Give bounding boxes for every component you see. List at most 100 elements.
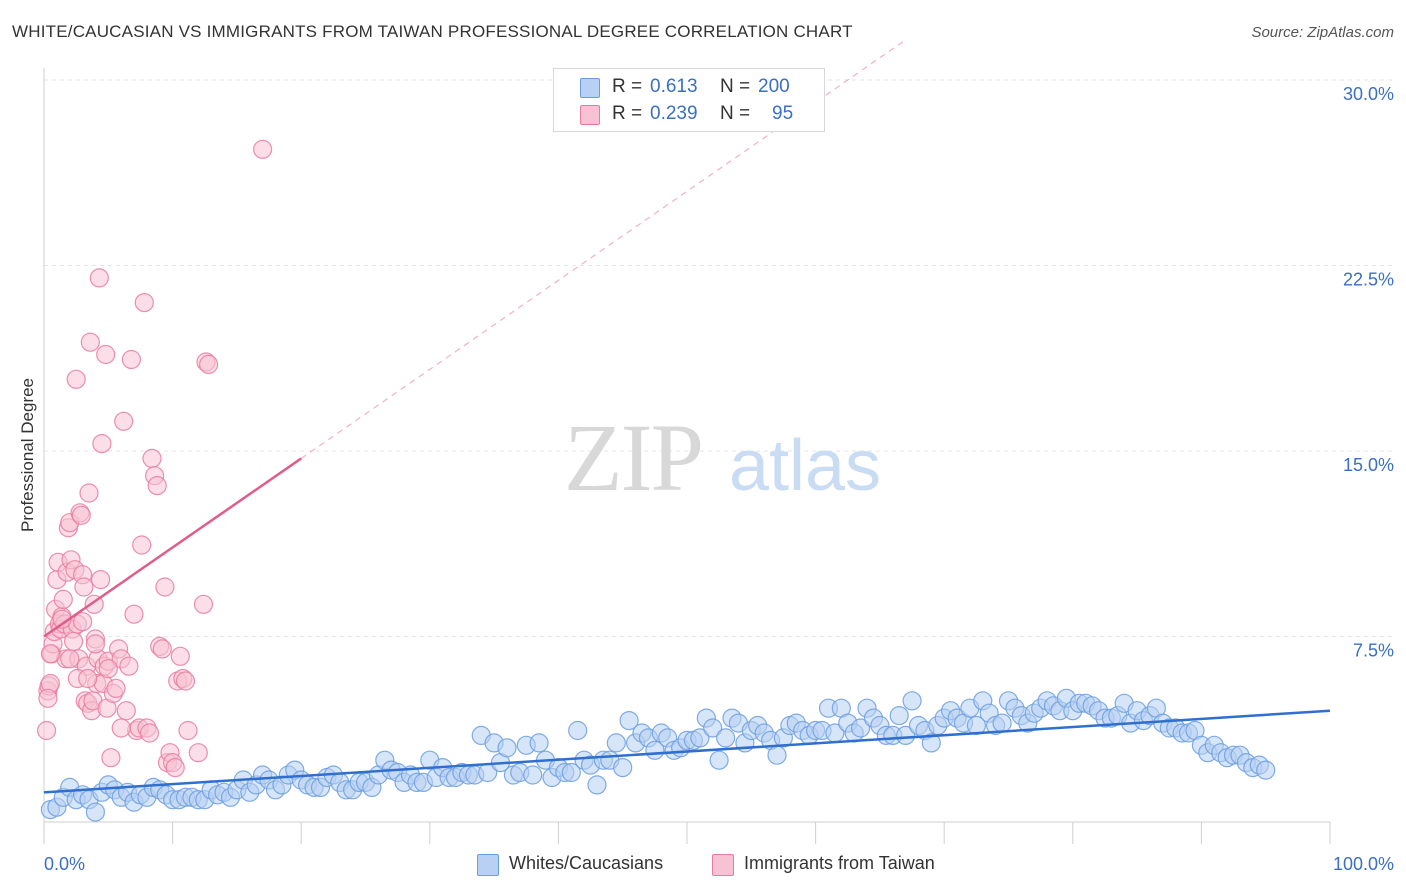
point-taiwan: [114, 411, 134, 431]
point-taiwan: [96, 344, 116, 365]
point-whites: [709, 750, 729, 770]
point-whites: [497, 738, 517, 758]
point-taiwan: [92, 434, 112, 454]
point-taiwan: [155, 577, 175, 597]
point-taiwan: [63, 631, 84, 652]
x-tick-label: 100.0%: [1333, 854, 1394, 874]
stats-n-label: N =: [720, 76, 751, 97]
y-tick-label: 15.0%: [1343, 455, 1394, 475]
point-taiwan: [38, 688, 58, 708]
point-whites: [690, 728, 710, 748]
point-taiwan: [165, 757, 185, 778]
point-whites: [992, 713, 1012, 733]
trendline-taiwan-extension: [300, 39, 906, 459]
point-whites: [850, 718, 871, 738]
watermark-atlas: atlas: [729, 426, 881, 506]
trendline-taiwan: [43, 457, 302, 638]
point-taiwan: [152, 639, 172, 659]
point-whites: [85, 802, 106, 822]
point-taiwan: [175, 671, 196, 691]
point-whites: [889, 705, 909, 726]
legend: Whites/Caucasians Immigrants from Taiwan: [0, 850, 1406, 878]
chart-title: WHITE/CAUCASIAN VS IMMIGRANTS FROM TAIWA…: [12, 22, 853, 41]
stats-swatch-whites: [580, 78, 600, 98]
point-taiwan: [139, 723, 160, 743]
trendline-whites: [43, 709, 1331, 794]
point-taiwan: [199, 354, 219, 374]
point-taiwan: [40, 644, 61, 664]
point-whites: [902, 691, 922, 711]
point-whites: [703, 718, 723, 738]
point-taiwan: [53, 589, 73, 610]
point-taiwan: [66, 369, 86, 389]
point-taiwan: [253, 139, 273, 159]
stats-swatch-taiwan: [580, 105, 600, 125]
stats-row-taiwan: R = 0.239 N = 95: [554, 101, 824, 127]
point-whites: [767, 745, 787, 765]
legend-swatch-taiwan: [712, 854, 734, 876]
point-taiwan: [124, 604, 144, 624]
point-taiwan: [178, 720, 198, 741]
point-taiwan: [71, 505, 91, 525]
correlation-stats-box: R = 0.613 N = 200 R = 0.239 N = 95: [553, 68, 825, 132]
stats-r-value: 0.613: [650, 76, 698, 97]
stats-row-whites: R = 0.613 N = 200: [554, 74, 824, 100]
point-whites: [606, 733, 626, 753]
source-label: Source: ZipAtlas.com: [1251, 24, 1394, 41]
stats-n-value: 200: [758, 76, 790, 97]
point-taiwan: [111, 718, 131, 738]
point-taiwan: [121, 349, 141, 370]
point-taiwan: [147, 476, 167, 496]
point-whites: [619, 710, 639, 731]
point-whites: [966, 715, 987, 736]
point-taiwan: [60, 649, 80, 669]
point-whites: [715, 728, 736, 748]
tick-label-layer: 7.5% 15.0% 22.5% 30.0% 0.0% 100.0%: [44, 84, 1394, 874]
stats-n-label: N =: [720, 103, 751, 124]
point-whites: [1256, 760, 1276, 780]
point-taiwan: [79, 483, 99, 503]
point-taiwan: [101, 748, 121, 768]
point-whites: [587, 775, 607, 795]
point-taiwan: [193, 594, 214, 614]
point-taiwan: [142, 448, 162, 468]
stats-r-label: R =: [612, 103, 643, 124]
point-whites: [921, 733, 941, 753]
watermark: ZIP atlas: [564, 404, 881, 511]
point-taiwan: [72, 612, 93, 632]
point-taiwan: [74, 577, 94, 597]
point-taiwan: [132, 535, 152, 555]
y-tick-label: 30.0%: [1343, 84, 1394, 104]
point-taiwan: [106, 678, 126, 699]
point-taiwan: [98, 659, 118, 679]
point-taiwan: [188, 743, 208, 763]
point-taiwan: [134, 293, 154, 313]
y-tick-label: 22.5%: [1343, 270, 1394, 290]
legend-label-whites: Whites/Caucasians: [509, 853, 664, 873]
point-taiwan: [89, 268, 109, 288]
point-taiwan: [78, 668, 98, 689]
y-tick-label: 7.5%: [1353, 641, 1394, 661]
point-whites: [529, 733, 549, 753]
legend-label-taiwan: Immigrants from Taiwan: [744, 853, 935, 873]
y-axis-label: Professional Degree: [18, 377, 37, 533]
point-taiwan: [80, 332, 100, 352]
legend-swatch-whites: [477, 854, 499, 876]
point-taiwan: [36, 720, 57, 741]
point-taiwan: [116, 701, 136, 721]
stats-r-value: 0.239: [650, 103, 698, 124]
point-whites: [523, 765, 543, 785]
watermark-zip: ZIP: [564, 404, 702, 511]
trend-layer: [43, 39, 1331, 794]
x-tick-label: 0.0%: [44, 854, 85, 874]
stats-r-label: R =: [612, 76, 643, 97]
point-whites: [613, 757, 633, 778]
stats-n-value: 95: [772, 103, 794, 124]
point-taiwan: [119, 656, 139, 676]
points-layer: [36, 139, 1276, 822]
point-whites: [568, 720, 588, 741]
point-taiwan: [85, 634, 106, 654]
grid-layer: [44, 79, 1394, 637]
point-taiwan: [90, 569, 111, 590]
